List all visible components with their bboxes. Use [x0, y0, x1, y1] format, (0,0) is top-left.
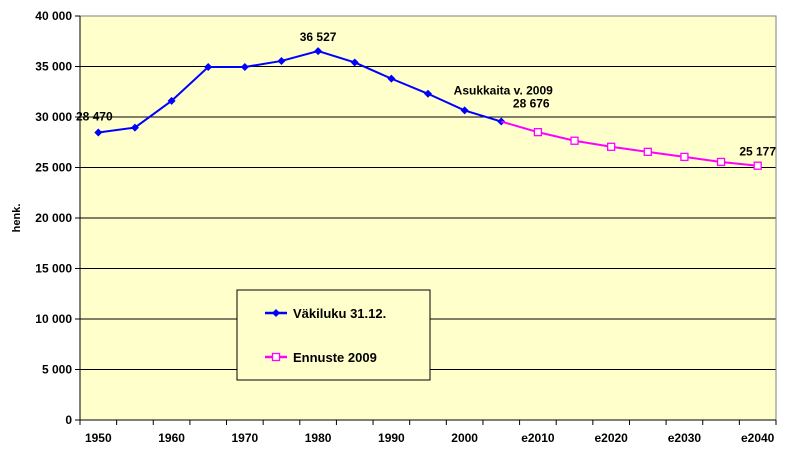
y-tick-label: 30 000	[35, 110, 72, 124]
x-tick-label: 2000	[451, 431, 478, 445]
series-line-0	[98, 50, 502, 134]
data-point	[570, 136, 579, 145]
data-label: 36 527	[300, 30, 337, 44]
legend-label: Ennuste 2009	[293, 350, 377, 365]
data-point	[680, 152, 689, 162]
data-point	[314, 47, 323, 56]
x-tick-label: 1980	[305, 431, 332, 445]
data-point	[350, 58, 359, 67]
x-tick-label: 1990	[378, 431, 405, 445]
x-tick-label: 1950	[85, 431, 112, 445]
y-tick-label: 35 000	[35, 60, 72, 74]
data-point	[167, 96, 176, 105]
data-point	[607, 142, 616, 151]
legend-marker	[272, 309, 280, 317]
y-tick-label: 5 000	[42, 363, 72, 377]
data-point	[240, 63, 249, 72]
y-tick-label: 10 000	[35, 312, 72, 326]
data-label: Asukkaita v. 2009	[454, 84, 554, 98]
x-tick-label: e2040	[741, 431, 775, 445]
x-tick-label: e2030	[668, 431, 702, 445]
data-point	[94, 128, 103, 137]
data-label: 28 676	[513, 97, 550, 111]
data-point	[424, 89, 432, 98]
x-tick-label: e2020	[594, 431, 628, 445]
data-point	[277, 56, 286, 65]
series-line-1	[500, 120, 758, 167]
data-point	[204, 63, 213, 72]
data-point	[130, 123, 139, 132]
x-axis-ticks: 1950 1960 1970 1980 1990 2000 e2010 e2020 e2030 e…	[79, 420, 777, 445]
data-point	[716, 157, 726, 167]
data-point	[643, 147, 652, 156]
legend-label: Väkiluku 31.12.	[293, 306, 386, 321]
legend-box	[236, 289, 431, 381]
data-point	[533, 127, 543, 137]
legend-marker	[271, 352, 281, 362]
y-axis-title: henk.	[11, 204, 23, 233]
y-tick-label: 15 000	[35, 262, 72, 276]
y-tick-label: 20 000	[35, 211, 72, 225]
data-label: 28 470	[76, 109, 113, 123]
data-point	[460, 106, 469, 115]
x-tick-label: 1970	[231, 431, 258, 445]
series-group	[94, 47, 762, 170]
data-point	[753, 161, 762, 170]
x-tick-label: 1960	[158, 431, 185, 445]
y-tick-label: 25 000	[35, 161, 72, 175]
data-point	[387, 74, 396, 83]
y-axis-ticks: 0 5 000 10 000 15 000 20 000 25 000 30 000 35 0…	[35, 9, 80, 427]
y-tick-label: 40 000	[35, 9, 72, 23]
legend: Väkiluku 31.12. Ennuste 2009	[236, 289, 431, 381]
x-tick-label: e2010	[521, 431, 555, 445]
y-tick-label: 0	[65, 413, 72, 427]
data-label: 25 177	[739, 145, 776, 159]
